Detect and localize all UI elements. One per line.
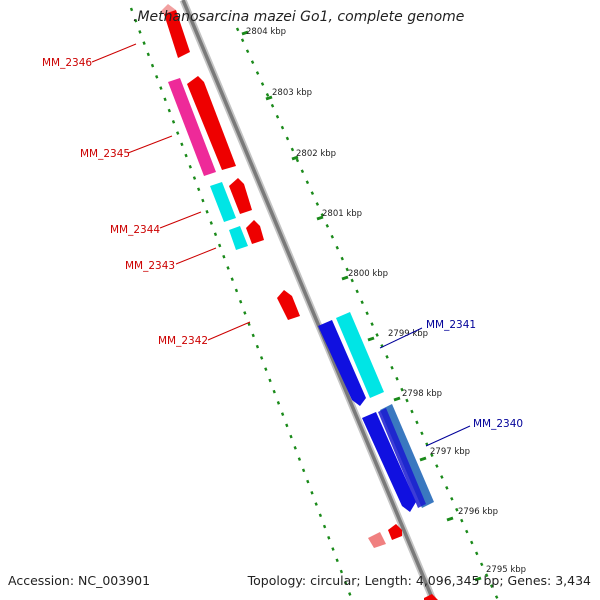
gene-label-mm2346[interactable]: MM_2346	[42, 57, 92, 69]
leader-mm2343	[175, 247, 217, 265]
left-track-features	[160, 4, 402, 548]
gene-feature-mm2343-cyan[interactable]	[229, 226, 248, 250]
gene-feature-mm2342[interactable]	[277, 290, 300, 320]
ruler-tick-label: 2799 kbp	[388, 329, 428, 339]
dotted-guides	[129, 7, 500, 600]
leader-mm2342	[207, 321, 251, 341]
gene-label-mm2340[interactable]: MM_2340	[473, 418, 523, 430]
label-leader-lines	[91, 43, 471, 447]
ruler-tick-label: 2800 kbp	[348, 269, 388, 279]
gene-labels: MM_2346 MM_2345 MM_2344 MM_2343 MM_2342 …	[42, 57, 523, 430]
gene-feature-mm2344-red[interactable]	[229, 178, 252, 214]
backbone	[179, 0, 437, 600]
gene-feature-mm2345-magenta[interactable]	[168, 78, 216, 176]
gene-feature-bottom-edge[interactable]	[424, 594, 438, 600]
ruler-tick-label: 2803 kbp	[272, 88, 312, 98]
leader-mm2341	[379, 327, 423, 349]
gene-feature-mm2343-red[interactable]	[246, 220, 264, 244]
ruler-tick-label: 2804 kbp	[246, 27, 286, 37]
gene-label-mm2341[interactable]: MM_2341	[426, 319, 476, 331]
ruler-tick-labels: 2804 kbp 2803 kbp 2802 kbp 2801 kbp 2800…	[246, 27, 526, 575]
gene-feature-mm2341-cyan[interactable]	[336, 312, 384, 398]
gene-feature-small-red[interactable]	[388, 524, 402, 540]
gene-feature-mm2346[interactable]	[164, 10, 190, 58]
ruler-tick-marks	[241, 30, 482, 582]
gene-feature-mm2340-blue[interactable]	[362, 412, 416, 512]
gene-label-mm2343[interactable]: MM_2343	[125, 260, 175, 272]
leader-mm2345	[127, 135, 173, 154]
ruler-tick-label: 2796 kbp	[458, 507, 498, 517]
inner-left-dotted-track	[129, 7, 354, 600]
gene-feature-mm2345-red[interactable]	[187, 76, 236, 170]
leader-mm2346	[91, 43, 137, 63]
outer-right-dotted-track	[235, 27, 500, 600]
ruler-tick-label: 2795 kbp	[486, 565, 526, 575]
leader-mm2344	[159, 211, 202, 229]
ruler-tick-label: 2801 kbp	[322, 209, 362, 219]
gene-feature-small-pink[interactable]	[368, 532, 386, 548]
ruler-tick-label: 2802 kbp	[296, 149, 336, 159]
gene-feature-mm2341-blue[interactable]	[318, 320, 366, 406]
gene-label-mm2344[interactable]: MM_2344	[110, 224, 160, 236]
gene-feature-mm2344-cyan[interactable]	[210, 182, 236, 222]
gene-feature-mm2340-blue-edge[interactable]	[378, 408, 426, 508]
gene-label-mm2345[interactable]: MM_2345	[80, 148, 130, 160]
right-track-features	[318, 312, 434, 512]
leader-mm2340	[425, 425, 471, 447]
genome-title: .Methanosarcina mazei Go1, complete geno…	[133, 9, 465, 25]
ruler-tick-label: 2798 kbp	[402, 389, 442, 399]
topology-summary-text: Topology: circular; Length: 4,096,345 bp…	[247, 573, 591, 588]
gene-label-mm2342[interactable]: MM_2342	[158, 335, 208, 347]
accession-text: Accession: NC_003901	[8, 573, 151, 588]
ruler-tick-label: 2797 kbp	[430, 447, 470, 457]
